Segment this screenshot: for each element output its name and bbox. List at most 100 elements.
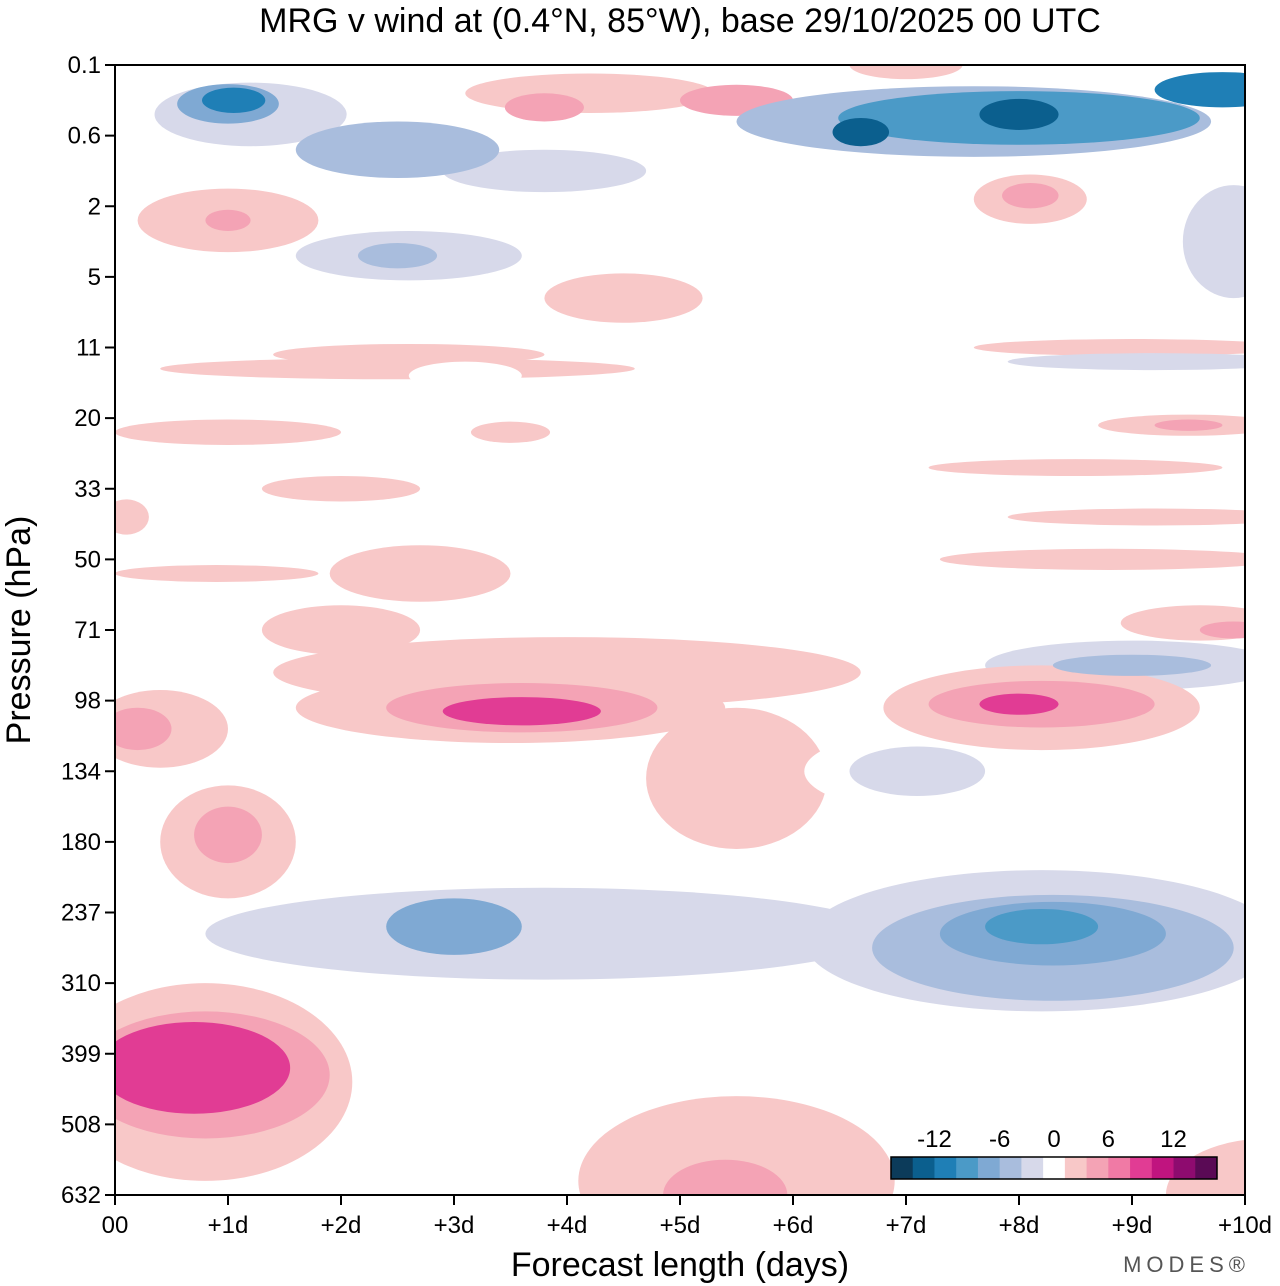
y-tick-label: 134 — [61, 758, 101, 785]
y-tick-label: 180 — [61, 829, 101, 856]
contour-patch — [646, 365, 850, 387]
y-tick-label: 0.1 — [68, 52, 101, 79]
contour-patch — [1007, 353, 1245, 371]
contour-patch — [1182, 185, 1245, 299]
y-tick-label: 508 — [61, 1111, 101, 1138]
contour-patch — [646, 331, 986, 349]
x-tick-label: +10d — [1218, 1212, 1272, 1239]
contour-patch — [849, 746, 986, 796]
y-tick-label: 11 — [76, 335, 101, 362]
contour-patch — [1120, 605, 1245, 641]
contour-patch — [115, 1021, 291, 1114]
y-tick-label: 0.6 — [68, 123, 101, 150]
x-tick-label: +8d — [999, 1212, 1040, 1239]
y-tick-label: 632 — [61, 1182, 101, 1209]
y-tick-label: 98 — [74, 688, 101, 715]
colorbar-frame — [890, 1156, 1218, 1180]
colorbar-label: -6 — [989, 1126, 1010, 1153]
contour-patch — [329, 545, 511, 602]
contour-patch — [115, 125, 144, 161]
colorbar-swatch — [1043, 1157, 1066, 1179]
colorbar-swatch — [1130, 1157, 1153, 1179]
colorbar-swatch — [1151, 1157, 1175, 1179]
contour-patch — [442, 149, 647, 193]
modes-logo: MODES® — [1123, 1252, 1250, 1277]
contour-patch — [115, 419, 341, 445]
x-tick-label: +9d — [1112, 1212, 1153, 1239]
contour-patch — [205, 209, 251, 231]
contour-patch — [115, 707, 172, 751]
plot-area — [115, 65, 1245, 1195]
contour-patch — [1199, 621, 1245, 639]
contour-patch — [544, 273, 703, 323]
colorbar-swatch — [977, 1157, 1001, 1179]
colorbar-swatch — [1195, 1157, 1218, 1179]
contour-patch — [160, 358, 635, 380]
y-tick-label: 71 — [74, 617, 101, 644]
colorbar-swatch — [1108, 1157, 1131, 1179]
y-axis: 0.1 0.6 2 5 11 20 33 50 71 98 134 180 237 310 399 508 63… — [61, 52, 115, 1209]
colorbar-swatch — [1021, 1157, 1044, 1179]
colorbar-swatch — [1173, 1157, 1196, 1179]
contour-patch — [646, 707, 827, 849]
contour-patch — [832, 117, 890, 147]
y-tick-label: 33 — [74, 476, 101, 503]
y-tick-label: 310 — [61, 970, 101, 997]
contour-patch — [1154, 419, 1223, 431]
contour-patch — [357, 242, 438, 269]
colorbar-label: 0 — [1047, 1126, 1060, 1153]
x-tick-label: 00 — [102, 1212, 129, 1239]
x-tick-label: +5d — [660, 1212, 701, 1239]
x-tick-label: +2d — [321, 1212, 362, 1239]
contour-patch — [951, 997, 1087, 1139]
contour-patch — [939, 400, 1099, 422]
contour-field — [115, 65, 1245, 1195]
y-tick-label: 237 — [61, 900, 101, 927]
x-tick-label: +4d — [547, 1212, 588, 1239]
contour-patch — [973, 367, 1132, 385]
contour-patch — [115, 565, 319, 582]
contour-patch — [137, 393, 206, 415]
colorbar-swatch — [956, 1157, 979, 1179]
x-tick-label: +3d — [434, 1212, 475, 1239]
contour-patch — [979, 98, 1059, 130]
contour-patch — [261, 605, 421, 655]
contour-patch — [578, 404, 850, 447]
contour-patch — [194, 806, 262, 864]
x-tick-label: +6d — [773, 1212, 814, 1239]
x-tick-label: +7d — [886, 1212, 927, 1239]
contour-patch — [465, 73, 714, 114]
colorbar-swatch — [912, 1157, 935, 1179]
contour-patch — [386, 898, 522, 955]
contour-patch — [979, 693, 1059, 715]
colorbar-legend: -12 -6 0 6 12 — [890, 1126, 1218, 1180]
x-tick-label: +1d — [208, 1212, 249, 1239]
y-tick-label: 2 — [88, 193, 101, 220]
contour-patch — [939, 548, 1245, 570]
colorbar-swatch — [1064, 1157, 1088, 1179]
contour-patch — [504, 93, 584, 122]
contour-patch — [928, 459, 1223, 477]
contour-patch — [470, 421, 551, 443]
contour-patch — [973, 339, 1245, 356]
colorbar-swatch — [934, 1157, 957, 1179]
y-tick-label: 20 — [74, 405, 101, 432]
contour-patch — [115, 499, 149, 535]
contour-patch — [202, 87, 266, 114]
contour-patch — [663, 1159, 788, 1195]
x-axis-label: Forecast length (days) — [511, 1246, 849, 1284]
x-axis: 00 +1d +2d +3d +4d +5d +6d +7d +8d +9d +10d — [102, 1195, 1272, 1239]
contour-patch — [985, 908, 1099, 945]
contour-patch — [849, 65, 963, 80]
contour-patch — [408, 361, 522, 390]
colorbar-swatch — [891, 1157, 914, 1179]
contour-patch — [442, 697, 601, 726]
contour-patch — [295, 121, 500, 178]
contour-patch — [1154, 72, 1245, 108]
y-axis-label: Pressure (hPa) — [0, 516, 38, 745]
colorbar-swatch — [999, 1157, 1022, 1179]
contour-patch — [1002, 182, 1059, 209]
contour-patch — [578, 1096, 895, 1195]
chart-title: MRG v wind at (0.4°N, 85°W), base 29/10/… — [259, 2, 1101, 40]
